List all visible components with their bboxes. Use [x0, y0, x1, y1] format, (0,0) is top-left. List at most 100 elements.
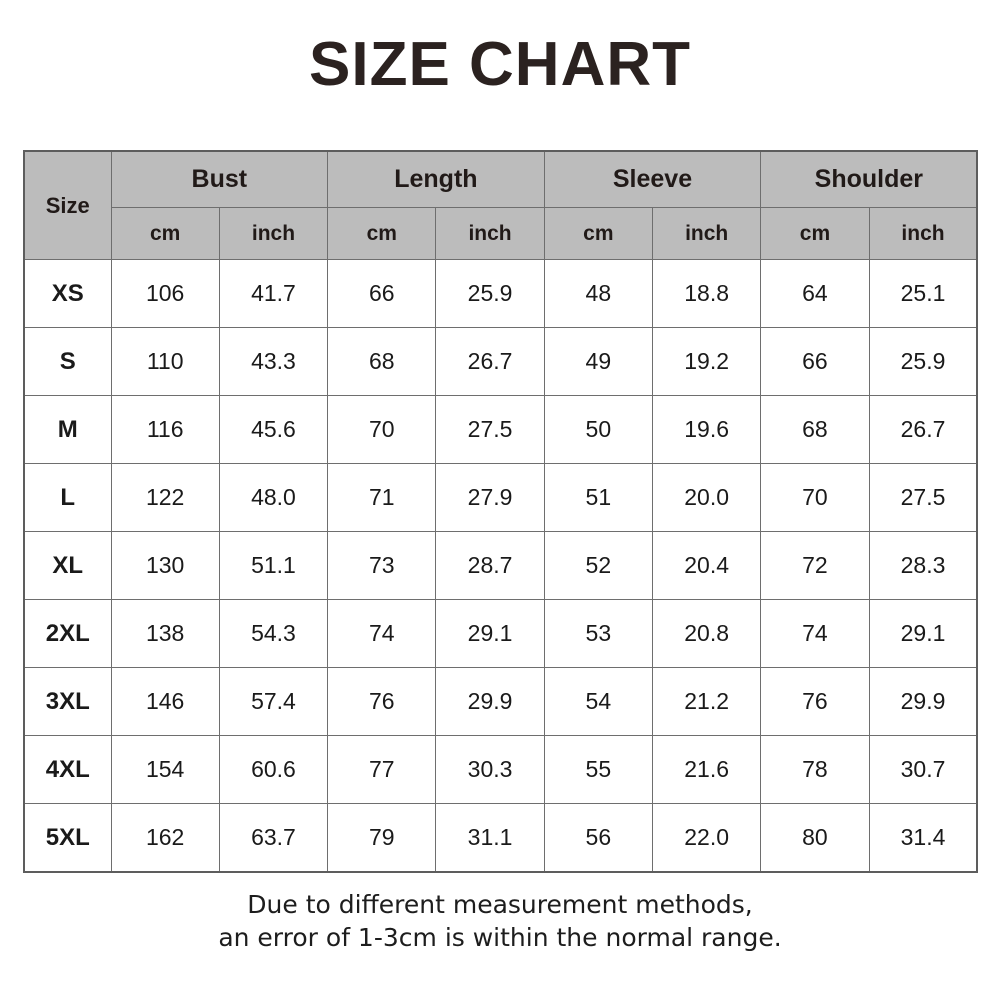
measurement-cell: 29.9: [868, 667, 978, 736]
measurement-cell: 116: [110, 395, 220, 464]
measurement-cell: 31.4: [868, 803, 978, 873]
measurement-cell: 73: [327, 531, 437, 600]
measurement-cell: 53: [543, 599, 654, 668]
measurement-cell: 20.8: [651, 599, 762, 668]
measurement-cell: 55: [543, 735, 654, 804]
size-cell: S: [23, 327, 112, 396]
measurement-cell: 138: [110, 599, 220, 668]
measurement-cell: 19.2: [651, 327, 762, 396]
table-row: S 110 43.3 68 26.7 49 19.2 66 25.9: [23, 327, 978, 396]
measurement-cell: 30.7: [868, 735, 978, 804]
measurement-cell: 63.7: [218, 803, 329, 873]
measurement-cell: 29.1: [435, 599, 545, 668]
measurement-cell: 60.6: [218, 735, 329, 804]
measurement-cell: 56: [543, 803, 654, 873]
measurement-cell: 70: [327, 395, 437, 464]
measurement-cell: 31.1: [435, 803, 545, 873]
measurement-cell: 77: [327, 735, 437, 804]
table-row: 2XL 138 54.3 74 29.1 53 20.8 74 29.1: [23, 599, 978, 668]
measurement-cell: 64: [760, 259, 870, 328]
measurement-cell: 72: [760, 531, 870, 600]
measurement-cell: 29.1: [868, 599, 978, 668]
size-cell: L: [23, 463, 112, 532]
measurement-cell: 26.7: [868, 395, 978, 464]
header-unit-shoulder-cm: cm: [760, 207, 870, 260]
table-row: XS 106 41.7 66 25.9 48 18.8 64 25.1: [23, 259, 978, 328]
table-header: Size Bust Length Sleeve Shoulder cm inch…: [23, 150, 978, 260]
measurement-cell: 43.3: [218, 327, 329, 396]
page-title: SIZE CHART: [309, 30, 691, 99]
measurement-note-line2: an error of 1-3cm is within the normal r…: [218, 923, 782, 952]
header-unit-sleeve-inch: inch: [651, 207, 762, 260]
measurement-cell: 48: [543, 259, 654, 328]
measurement-cell: 70: [760, 463, 870, 532]
table-row: 4XL 154 60.6 77 30.3 55 21.6 78 30.7: [23, 735, 978, 804]
measurement-cell: 80: [760, 803, 870, 873]
size-chart-table-container: Size Bust Length Sleeve Shoulder cm inch…: [23, 150, 979, 873]
measurement-cell: 54: [543, 667, 654, 736]
measurement-cell: 30.3: [435, 735, 545, 804]
measurement-cell: 18.8: [651, 259, 762, 328]
table-row: XL 130 51.1 73 28.7 52 20.4 72 28.3: [23, 531, 978, 600]
header-size: Size: [23, 150, 112, 260]
table-row: M 116 45.6 70 27.5 50 19.6 68 26.7: [23, 395, 978, 464]
header-unit-length-cm: cm: [327, 207, 437, 260]
measurement-note-line1: Due to different measurement methods,: [247, 890, 753, 919]
measurement-cell: 22.0: [651, 803, 762, 873]
measurement-cell: 57.4: [218, 667, 329, 736]
measurement-cell: 49: [543, 327, 654, 396]
measurement-cell: 66: [760, 327, 870, 396]
measurement-cell: 110: [110, 327, 220, 396]
header-unit-row: cm inch cm inch cm inch cm inch: [24, 207, 978, 260]
measurement-cell: 74: [760, 599, 870, 668]
size-cell: 4XL: [23, 735, 112, 804]
header-unit-bust-cm: cm: [110, 207, 220, 260]
measurement-cell: 20.0: [651, 463, 762, 532]
measurement-cell: 50: [543, 395, 654, 464]
measurement-cell: 154: [110, 735, 220, 804]
header-unit-length-inch: inch: [435, 207, 545, 260]
measurement-cell: 78: [760, 735, 870, 804]
measurement-cell: 122: [110, 463, 220, 532]
measurement-cell: 41.7: [218, 259, 329, 328]
measurement-cell: 25.9: [868, 327, 978, 396]
measurement-cell: 146: [110, 667, 220, 736]
header-group-shoulder: Shoulder: [760, 150, 978, 208]
measurement-cell: 76: [327, 667, 437, 736]
measurement-cell: 74: [327, 599, 437, 668]
measurement-cell: 29.9: [435, 667, 545, 736]
table-row: 3XL 146 57.4 76 29.9 54 21.2 76 29.9: [23, 667, 978, 736]
measurement-cell: 79: [327, 803, 437, 873]
measurement-cell: 20.4: [651, 531, 762, 600]
size-chart-table: Size Bust Length Sleeve Shoulder cm inch…: [23, 150, 979, 873]
measurement-cell: 130: [110, 531, 220, 600]
measurement-cell: 21.6: [651, 735, 762, 804]
size-cell: XL: [23, 531, 112, 600]
measurement-cell: 71: [327, 463, 437, 532]
measurement-cell: 27.5: [868, 463, 978, 532]
measurement-cell: 27.5: [435, 395, 545, 464]
header-group-row: Size Bust Length Sleeve Shoulder: [23, 150, 978, 260]
header-unit-bust-inch: inch: [218, 207, 329, 260]
measurement-cell: 28.3: [868, 531, 978, 600]
measurement-cell: 68: [760, 395, 870, 464]
measurement-cell: 25.9: [435, 259, 545, 328]
measurement-cell: 162: [110, 803, 220, 873]
measurement-cell: 45.6: [218, 395, 329, 464]
measurement-cell: 27.9: [435, 463, 545, 532]
table-row: 5XL 162 63.7 79 31.1 56 22.0 80 31.4: [23, 803, 978, 873]
measurement-note: Due to different measurement methods, an…: [0, 888, 1000, 954]
table-body: XS 106 41.7 66 25.9 48 18.8 64 25.1 S 110 43.3 68 26.…: [23, 259, 978, 873]
measurement-cell: 106: [110, 259, 220, 328]
size-cell: 2XL: [23, 599, 112, 668]
measurement-cell: 48.0: [218, 463, 329, 532]
measurement-cell: 19.6: [651, 395, 762, 464]
header-unit-shoulder-inch: inch: [868, 207, 978, 260]
measurement-cell: 54.3: [218, 599, 329, 668]
measurement-cell: 66: [327, 259, 437, 328]
size-cell: XS: [23, 259, 112, 328]
header-group-sleeve: Sleeve: [543, 150, 762, 208]
measurement-cell: 68: [327, 327, 437, 396]
table-row: L 122 48.0 71 27.9 51 20.0 70 27.5: [23, 463, 978, 532]
